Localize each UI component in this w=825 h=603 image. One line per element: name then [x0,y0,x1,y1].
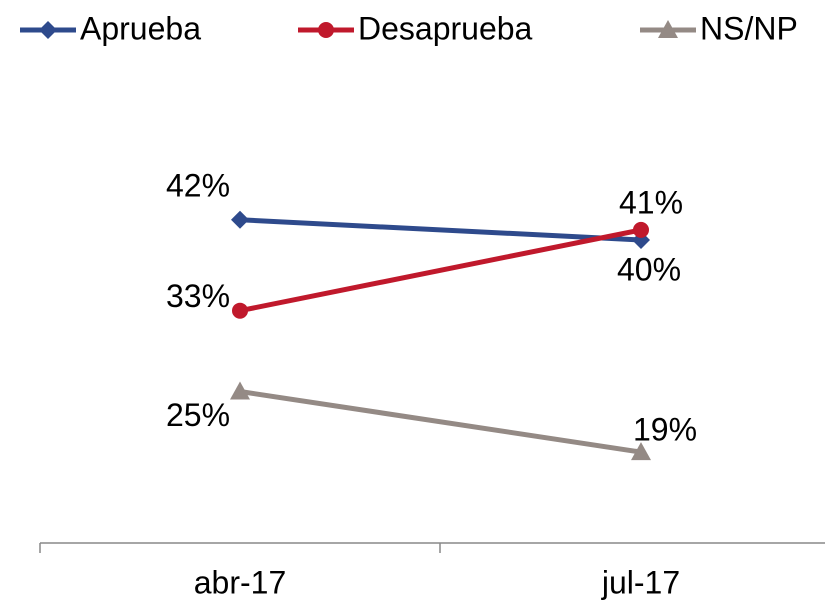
legend-label: Desaprueba [358,10,533,46]
data-label: 19% [633,412,697,448]
legend-label: NS/NP [700,10,798,46]
data-label: 33% [166,278,230,314]
x-tick-label: abr-17 [194,564,287,600]
data-label: 40% [617,251,681,287]
data-label: 42% [166,167,230,203]
data-point [631,442,651,461]
series-line [239,227,642,314]
data-label: 25% [166,397,230,433]
data-point [231,210,249,229]
data-label: 41% [619,184,683,220]
legend-marker [39,21,57,39]
series-line [239,389,642,455]
legend-marker [658,20,678,38]
data-point [232,302,248,319]
legend-marker [318,22,334,38]
x-tick-label: jul-17 [601,564,680,600]
legend-label: Aprueba [80,10,201,46]
data-point [230,381,250,400]
data-point [633,221,649,238]
series-line [239,217,642,243]
